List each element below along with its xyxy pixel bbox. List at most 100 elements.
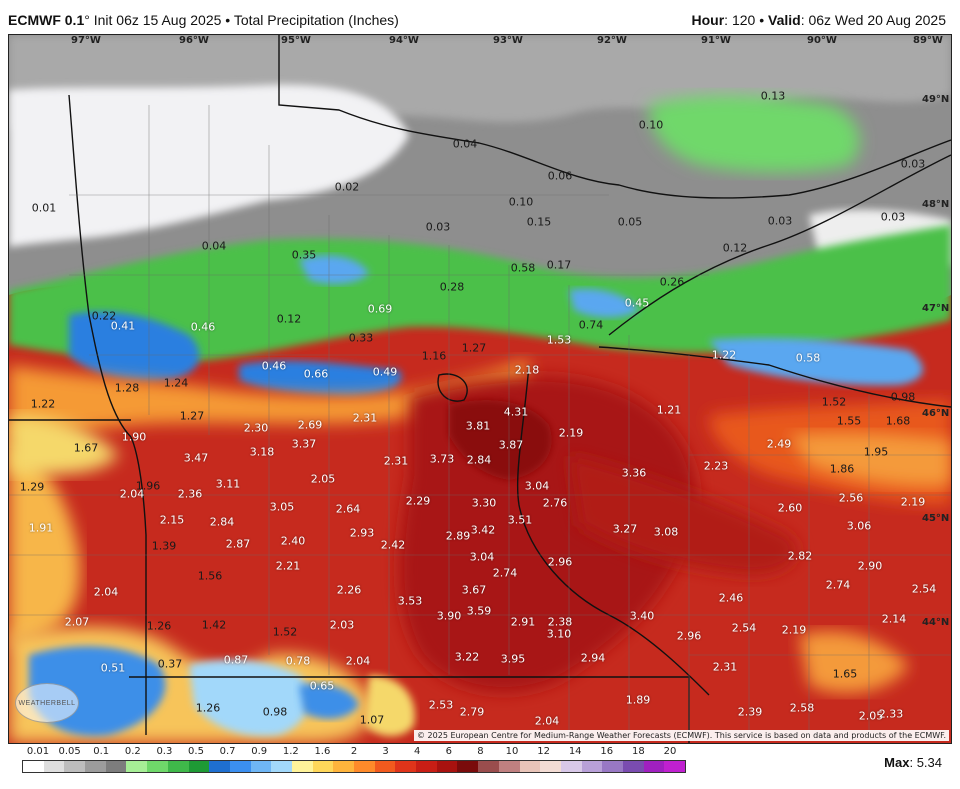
legend-tick-label: 20: [663, 746, 677, 757]
legend-tick-label: 3: [382, 746, 389, 757]
precip-value-label: 3.30: [471, 496, 497, 510]
precip-value-label: 0.03: [767, 214, 793, 228]
legend-swatch: [581, 761, 603, 772]
header-valid: Hour: 120 • Valid: 06z Wed 20 Aug 2025: [691, 12, 947, 28]
precip-value-label: 2.07: [64, 615, 90, 629]
precip-value-label: 0.06: [547, 169, 573, 183]
precip-value-label: 2.56: [838, 491, 864, 505]
precip-value-label: 2.84: [466, 453, 492, 467]
precip-value-label: 4.31: [503, 405, 529, 419]
precip-value-label: 3.37: [291, 437, 317, 451]
precip-value-label: 1.42: [201, 618, 227, 632]
precip-value-label: 2.14: [881, 612, 907, 626]
legend-swatch: [416, 761, 437, 772]
legend-swatch: [105, 761, 127, 772]
lat-label: 47°N: [922, 303, 950, 314]
legend-swatch: [354, 761, 375, 772]
precip-value-label: 2.19: [900, 495, 926, 509]
precip-value-label: 2.31: [383, 454, 409, 468]
precip-value-label: 0.51: [100, 661, 126, 675]
precip-value-label: 1.52: [272, 625, 298, 639]
legend-tick-label: 0.05: [58, 746, 81, 757]
valid-time: 06z Wed 20 Aug 2025: [808, 12, 946, 28]
precip-value-label: 1.56: [197, 569, 223, 583]
legend-swatch: [664, 761, 685, 772]
precip-value-label: 0.49: [372, 365, 398, 379]
legend-swatch: [64, 761, 86, 772]
precip-value-label: 2.23: [703, 459, 729, 473]
precip-value-label: 3.47: [183, 451, 209, 465]
precip-value-label: 0.28: [439, 280, 465, 294]
precip-value-label: 2.58: [789, 701, 815, 715]
precip-value-label: 0.03: [900, 157, 926, 171]
precip-value-label: 2.76: [542, 496, 568, 510]
legend-swatch: [312, 761, 334, 772]
legend-tick-label: 6: [445, 746, 452, 757]
precip-value-label: 2.53: [428, 698, 454, 712]
precip-value-label: 3.10: [546, 627, 572, 641]
precip-value-label: 0.12: [722, 241, 748, 255]
lat-label: 49°N: [922, 94, 950, 105]
legend-swatch: [560, 761, 582, 772]
precip-value-label: 2.39: [737, 705, 763, 719]
precip-value-label: 0.65: [309, 679, 335, 693]
precip-value-label: 1.22: [711, 348, 737, 362]
legend-tick-label: 1.2: [282, 746, 299, 757]
legend-swatch: [167, 761, 189, 772]
precip-value-label: 0.15: [526, 215, 552, 229]
precip-value-label: 2.91: [510, 615, 536, 629]
precip-value-label: 2.30: [243, 421, 269, 435]
precip-value-label: 2.82: [787, 549, 813, 563]
legend-swatch: [436, 761, 458, 772]
precip-value-label: 3.53: [397, 594, 423, 608]
precip-value-label: 2.96: [547, 555, 573, 569]
lon-label: 92°W: [597, 35, 627, 46]
legend-labels: 0.01 0.05 0.1 0.2 0.3 0.5 0.7 0.9 1.2 1.6 2 3 4 6 8 10 1…: [22, 746, 686, 758]
precip-value-label: 2.79: [459, 705, 485, 719]
legend-swatch: [85, 761, 106, 772]
precip-value-label: 1.16: [421, 349, 447, 363]
precip-value-label: 2.19: [781, 623, 807, 637]
lat-label: 46°N: [922, 408, 950, 419]
lon-label: 93°W: [493, 35, 523, 46]
precip-value-label: 2.60: [777, 501, 803, 515]
precip-value-label: 0.10: [508, 195, 534, 209]
legend-colorbar: [22, 760, 686, 773]
legend-tick-label: 18: [632, 746, 645, 757]
legend-tick-label: 16: [600, 746, 614, 757]
product-name: Total Precipitation (Inches): [233, 12, 399, 28]
legend-tick-label: 0.3: [156, 746, 173, 757]
lon-label: 96°W: [179, 35, 209, 46]
legend-swatch: [498, 761, 520, 772]
precip-value-label: 1.67: [73, 441, 99, 455]
precip-value-label: 2.49: [766, 437, 792, 451]
precip-value-label: 0.12: [276, 312, 302, 326]
precip-value-label: 3.18: [249, 445, 275, 459]
lon-label: 95°W: [281, 35, 311, 46]
forecast-hour: 120: [731, 12, 756, 28]
lat-label: 44°N: [922, 617, 950, 628]
precip-value-label: 0.04: [452, 137, 478, 151]
legend-swatch: [147, 761, 168, 772]
legend-tick-label: 0.7: [219, 746, 236, 757]
precip-value-label: 0.66: [303, 367, 329, 381]
precip-value-label: 1.95: [863, 445, 889, 459]
precip-value-label: 2.18: [514, 363, 540, 377]
legend-tick-label: 1.6: [314, 746, 331, 757]
legend-swatch: [126, 761, 148, 772]
precip-value-label: 2.89: [445, 529, 471, 543]
legend-swatch: [622, 761, 644, 772]
precip-value-label: 0.01: [31, 201, 57, 215]
precip-value-label: 1.27: [179, 409, 205, 423]
precip-value-label: 0.33: [348, 331, 374, 345]
precipitation-map[interactable]: 97°W 96°W 95°W 94°W 93°W 92°W 91°W 90°W …: [8, 34, 952, 744]
precip-value-label: 2.87: [225, 537, 251, 551]
precip-value-label: 1.26: [195, 701, 221, 715]
lon-label: 90°W: [807, 35, 837, 46]
precip-value-label: 0.26: [659, 275, 685, 289]
precip-value-label: 3.27: [612, 522, 638, 536]
init-time: Init 06z 15 Aug 2025: [93, 12, 222, 28]
precip-value-label: 0.17: [546, 258, 572, 272]
precip-value-label: 2.69: [297, 418, 323, 432]
precip-value-label: 0.98: [262, 705, 288, 719]
